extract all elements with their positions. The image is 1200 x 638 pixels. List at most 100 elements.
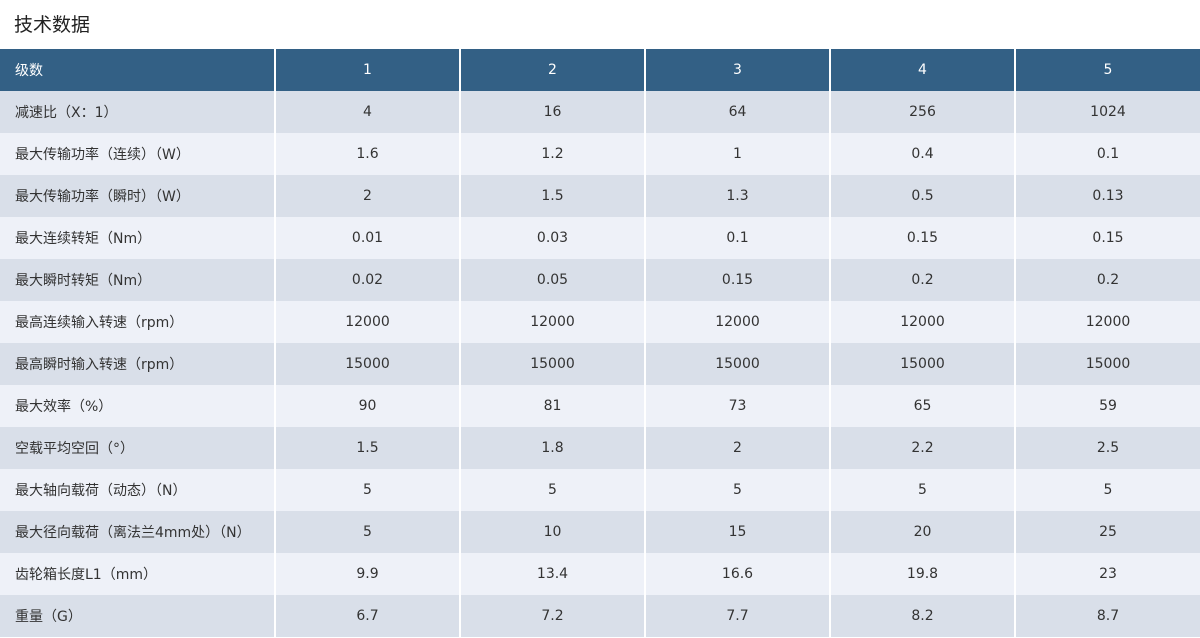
table-row: 最高瞬时输入转速（rpm） 15000 15000 15000 15000 15000: [0, 343, 1200, 385]
cell-value: 20: [829, 511, 1015, 553]
cell-value: 5: [274, 511, 460, 553]
cell-value: 25: [1014, 511, 1200, 553]
cell-value: 2: [274, 175, 460, 217]
page-title: 技术数据: [14, 14, 91, 36]
cell-value: 15000: [644, 343, 830, 385]
table-header-row: 级数 1 2 3 4 5: [0, 49, 1200, 91]
row-label: 空载平均空回（°）: [0, 427, 275, 469]
cell-value: 19.8: [829, 553, 1015, 595]
table-row: 最大径向载荷（离法兰4mm处）（N） 5 10 15 20 25: [0, 511, 1200, 553]
table-row: 最大瞬时转矩（Nm） 0.02 0.05 0.15 0.2 0.2: [0, 259, 1200, 301]
cell-value: 0.01: [274, 217, 460, 259]
cell-value: 1.5: [274, 427, 460, 469]
cell-value: 5: [1014, 469, 1200, 511]
cell-value: 6.7: [274, 595, 460, 637]
row-label: 最大传输功率（连续）（W）: [0, 133, 275, 175]
cell-value: 15000: [274, 343, 460, 385]
cell-value: 12000: [829, 301, 1015, 343]
row-label: 最大径向载荷（离法兰4mm处）（N）: [0, 511, 275, 553]
row-label: 重量（G）: [0, 595, 275, 637]
table-row: 最高连续输入转速（rpm） 12000 12000 12000 12000 12000: [0, 301, 1200, 343]
row-label: 最大效率（%）: [0, 385, 275, 427]
cell-value: 1024: [1014, 91, 1200, 133]
cell-value: 8.2: [829, 595, 1015, 637]
cell-value: 1.2: [459, 133, 645, 175]
header-stage-2: 2: [459, 49, 645, 91]
cell-value: 90: [274, 385, 460, 427]
header-stage-label: 级数: [0, 49, 275, 91]
row-label: 最大连续转矩（Nm）: [0, 217, 275, 259]
cell-value: 15000: [459, 343, 645, 385]
cell-value: 5: [644, 469, 830, 511]
cell-value: 15: [644, 511, 830, 553]
header-stage-3: 3: [644, 49, 830, 91]
cell-value: 5: [459, 469, 645, 511]
cell-value: 256: [829, 91, 1015, 133]
cell-value: 9.9: [274, 553, 460, 595]
cell-value: 0.02: [274, 259, 460, 301]
cell-value: 23: [1014, 553, 1200, 595]
cell-value: 12000: [1014, 301, 1200, 343]
table-row: 减速比（X：1） 4 16 64 256 1024: [0, 91, 1200, 133]
cell-value: 0.4: [829, 133, 1015, 175]
table-row: 齿轮箱长度L1（mm） 9.9 13.4 16.6 19.8 23: [0, 553, 1200, 595]
cell-value: 0.2: [829, 259, 1015, 301]
cell-value: 5: [829, 469, 1015, 511]
row-label: 最高连续输入转速（rpm）: [0, 301, 275, 343]
cell-value: 16.6: [644, 553, 830, 595]
table-row: 最大传输功率（连续）（W） 1.6 1.2 1 0.4 0.1: [0, 133, 1200, 175]
cell-value: 16: [459, 91, 645, 133]
cell-value: 4: [274, 91, 460, 133]
cell-value: 0.2: [1014, 259, 1200, 301]
cell-value: 7.7: [644, 595, 830, 637]
cell-value: 0.15: [1014, 217, 1200, 259]
cell-value: 0.5: [829, 175, 1015, 217]
table-row: 空载平均空回（°） 1.5 1.8 2 2.2 2.5: [0, 427, 1200, 469]
table-row: 最大轴向载荷（动态）（N） 5 5 5 5 5: [0, 469, 1200, 511]
cell-value: 8.7: [1014, 595, 1200, 637]
cell-value: 0.15: [829, 217, 1015, 259]
row-label: 最大传输功率（瞬时）（W）: [0, 175, 275, 217]
cell-value: 65: [829, 385, 1015, 427]
tech-data-table: 级数 1 2 3 4 5 减速比（X：1） 4 16 64 256 1024 最大传输功率（连续）（W…: [0, 49, 1200, 637]
row-label: 最大瞬时转矩（Nm）: [0, 259, 275, 301]
cell-value: 7.2: [459, 595, 645, 637]
cell-value: 2: [644, 427, 830, 469]
cell-value: 15000: [1014, 343, 1200, 385]
cell-value: 12000: [459, 301, 645, 343]
header-stage-1: 1: [274, 49, 460, 91]
cell-value: 0.15: [644, 259, 830, 301]
row-label: 最大轴向载荷（动态）（N）: [0, 469, 275, 511]
row-label: 最高瞬时输入转速（rpm）: [0, 343, 275, 385]
cell-value: 10: [459, 511, 645, 553]
cell-value: 1.5: [459, 175, 645, 217]
table-row: 最大传输功率（瞬时）（W） 2 1.5 1.3 0.5 0.13: [0, 175, 1200, 217]
cell-value: 64: [644, 91, 830, 133]
row-label: 减速比（X：1）: [0, 91, 275, 133]
cell-value: 81: [459, 385, 645, 427]
cell-value: 1.6: [274, 133, 460, 175]
table-row: 重量（G） 6.7 7.2 7.7 8.2 8.7: [0, 595, 1200, 637]
cell-value: 0.1: [1014, 133, 1200, 175]
cell-value: 1.3: [644, 175, 830, 217]
cell-value: 0.03: [459, 217, 645, 259]
cell-value: 12000: [644, 301, 830, 343]
cell-value: 5: [274, 469, 460, 511]
cell-value: 0.1: [644, 217, 830, 259]
cell-value: 73: [644, 385, 830, 427]
cell-value: 1.8: [459, 427, 645, 469]
header-stage-5: 5: [1014, 49, 1200, 91]
cell-value: 0.13: [1014, 175, 1200, 217]
row-label: 齿轮箱长度L1（mm）: [0, 553, 275, 595]
header-stage-4: 4: [829, 49, 1015, 91]
table-row: 最大效率（%） 90 81 73 65 59: [0, 385, 1200, 427]
cell-value: 12000: [274, 301, 460, 343]
cell-value: 13.4: [459, 553, 645, 595]
cell-value: 2.2: [829, 427, 1015, 469]
cell-value: 59: [1014, 385, 1200, 427]
cell-value: 1: [644, 133, 830, 175]
cell-value: 15000: [829, 343, 1015, 385]
table-row: 最大连续转矩（Nm） 0.01 0.03 0.1 0.15 0.15: [0, 217, 1200, 259]
cell-value: 2.5: [1014, 427, 1200, 469]
cell-value: 0.05: [459, 259, 645, 301]
